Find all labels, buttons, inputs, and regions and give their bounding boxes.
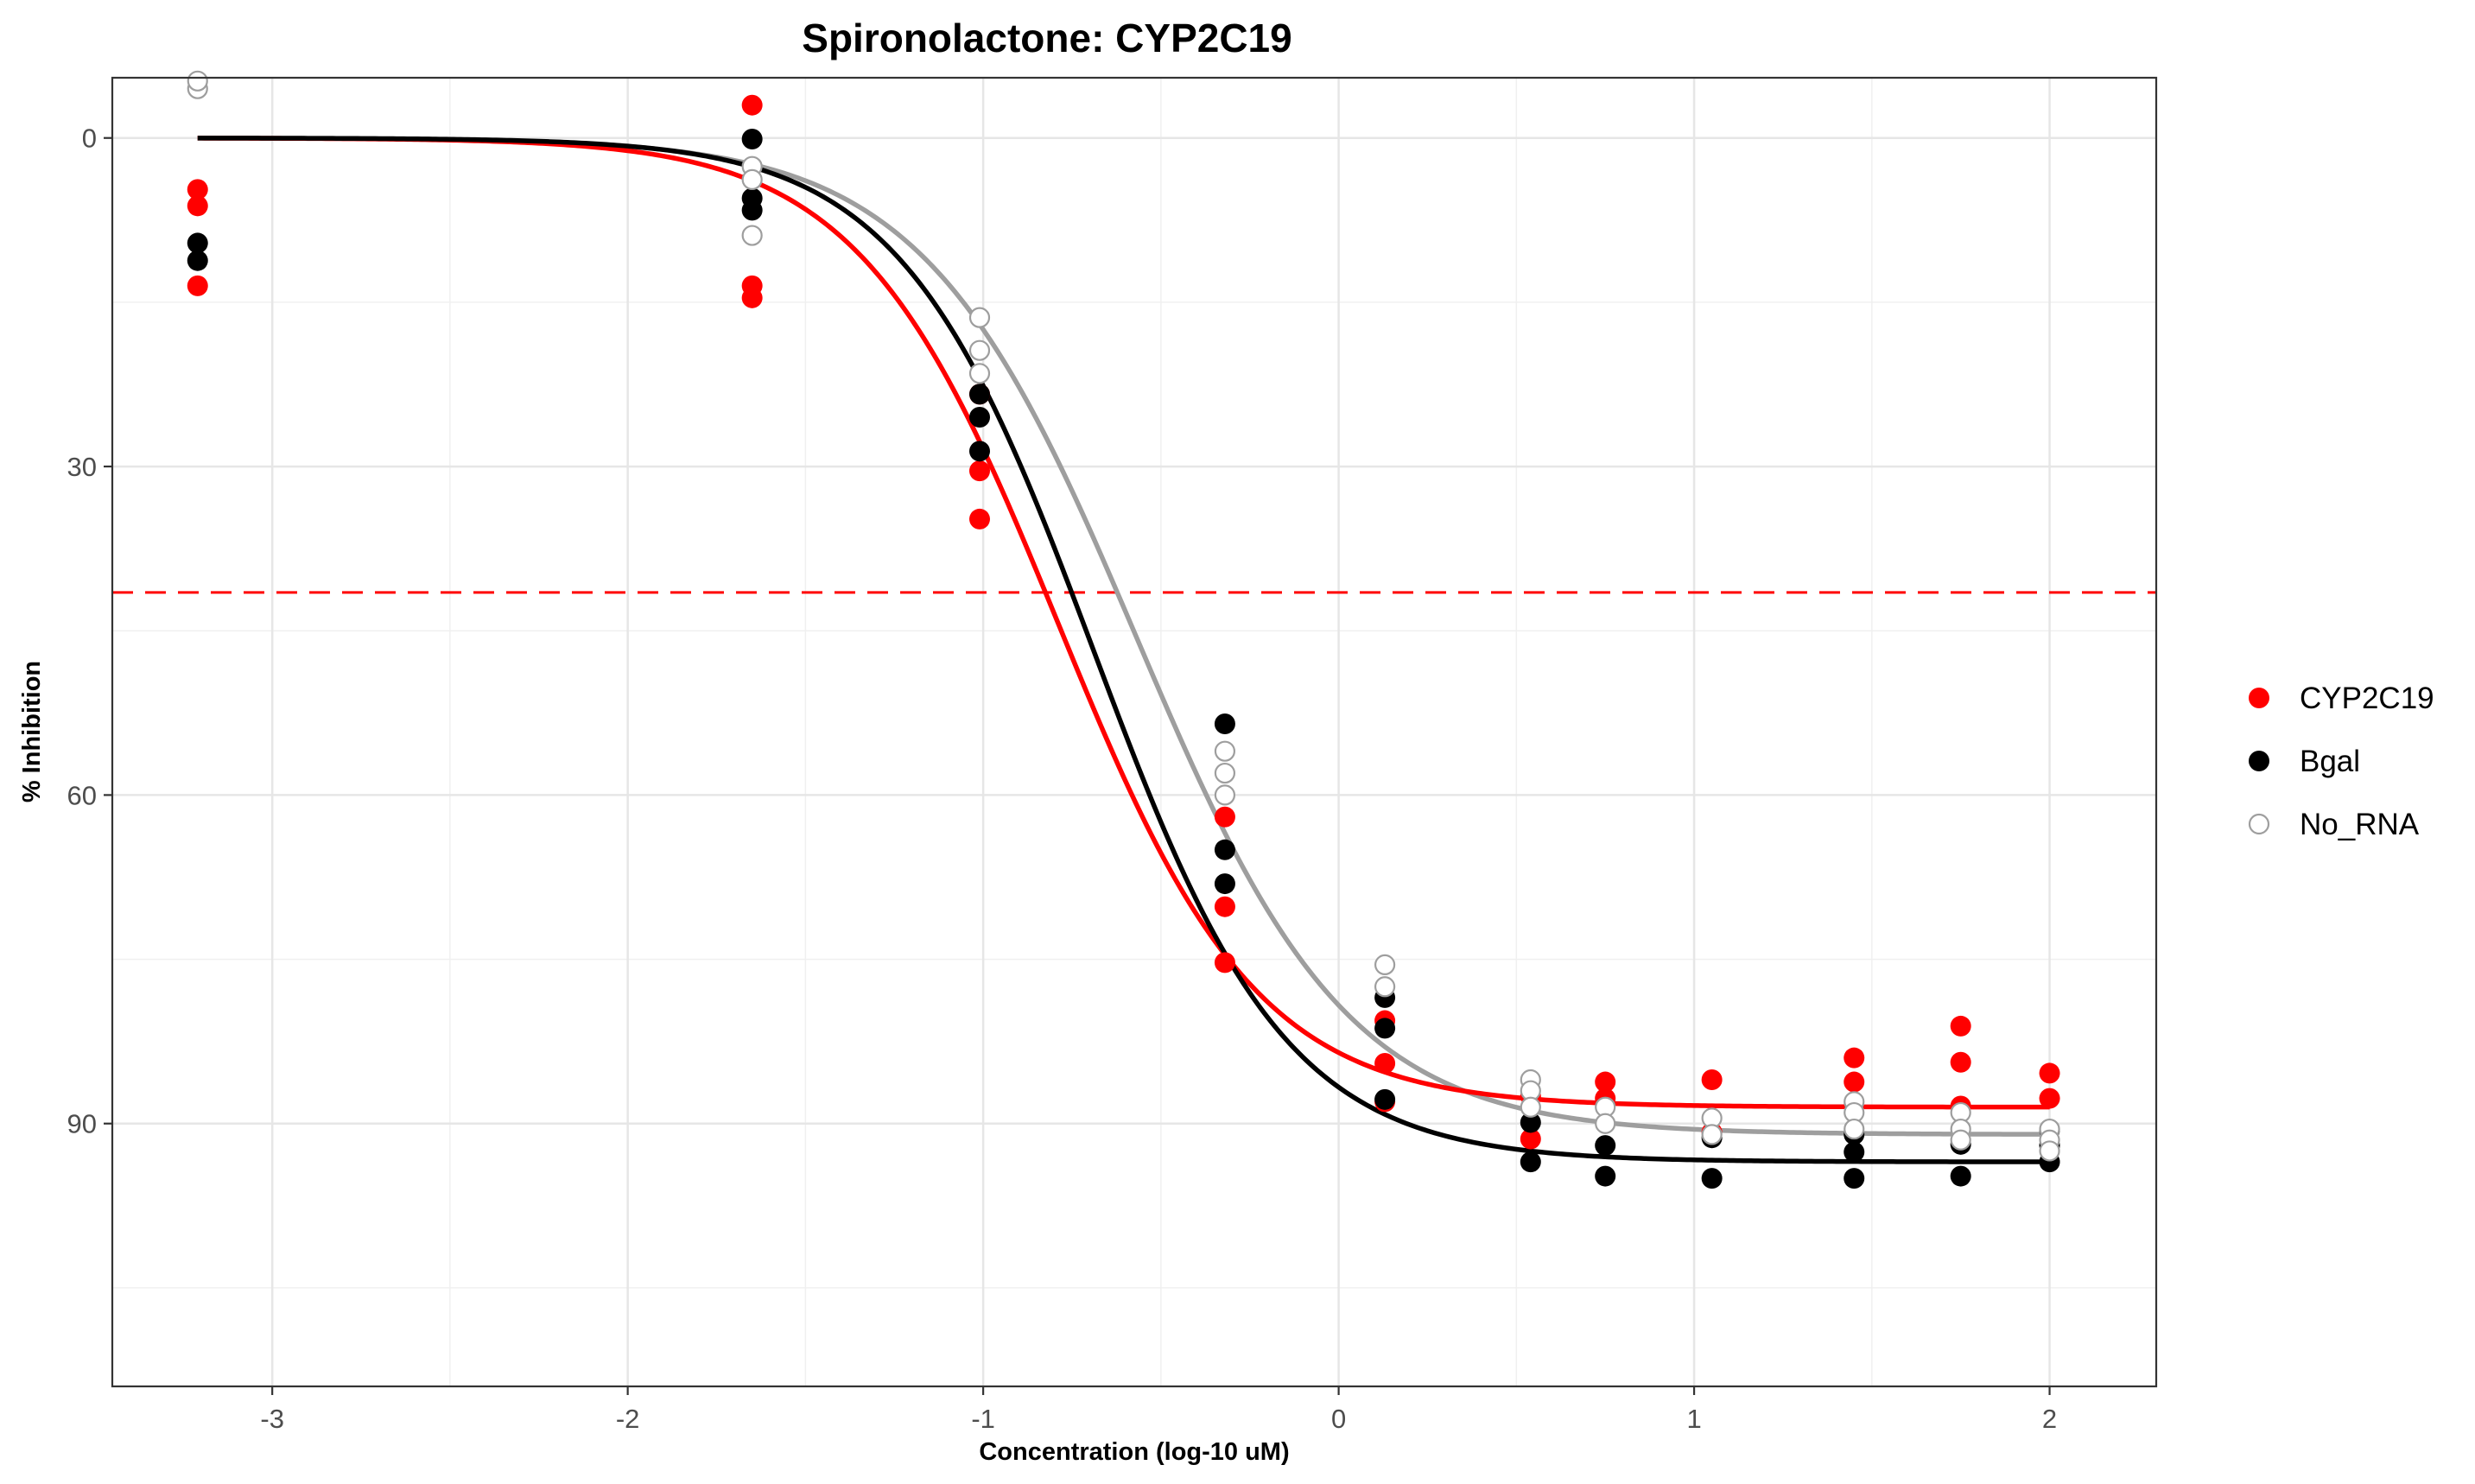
data-point (1701, 1124, 1723, 1145)
data-point (187, 275, 208, 296)
data-point (741, 94, 763, 116)
data-point (1950, 1129, 1971, 1151)
y-tick-label: 30 (67, 452, 97, 482)
data-point (1214, 839, 1235, 860)
legend-item-cyp2c19: CYP2C19 (2249, 682, 2434, 715)
data-point (1950, 1051, 1971, 1073)
data-point (969, 508, 991, 530)
data-point (1214, 713, 1235, 734)
y-axis: 0 30 60 90 (67, 124, 112, 1139)
x-tick-label: 0 (1331, 1404, 1346, 1434)
legend-label: Bgal (2300, 745, 2360, 778)
data-point (741, 200, 763, 221)
data-point (1950, 1165, 1971, 1187)
fit-curve-bgal (197, 136, 2050, 1164)
x-axis: -3 -2 -1 0 1 2 (260, 1386, 2057, 1434)
data-point (1701, 1168, 1723, 1189)
y-tick-label: 90 (67, 1109, 97, 1139)
data-point (1214, 740, 1236, 762)
data-point (1520, 1151, 1541, 1173)
data-point (2039, 1088, 2060, 1109)
data-point (1520, 1128, 1541, 1150)
data-point (968, 363, 991, 384)
data-point (1844, 1047, 1865, 1069)
data-point (1374, 976, 1396, 998)
data-point (2039, 1062, 2060, 1084)
data-point (2039, 1140, 2060, 1162)
x-tick-label: 1 (1686, 1404, 1701, 1434)
data-point (1844, 1118, 1865, 1140)
data-point (1844, 1168, 1865, 1189)
chart-title: Spironolactone: CYP2C19 (802, 16, 1291, 60)
data-point (1214, 952, 1235, 973)
series-no_rna (187, 70, 2060, 1162)
fit-curves (197, 136, 2050, 1164)
data-point (968, 339, 991, 361)
data-point (1844, 1071, 1865, 1093)
y-tick-label: 0 (82, 124, 97, 154)
x-tick-label: -2 (616, 1404, 640, 1434)
data-point (1950, 1015, 1971, 1037)
x-tick-label: -1 (971, 1404, 995, 1434)
data-point (187, 179, 208, 200)
data-point (1520, 1112, 1541, 1133)
data-point (1374, 1053, 1396, 1075)
data-point (187, 195, 208, 217)
data-point (1595, 1165, 1616, 1187)
data-point (1214, 806, 1235, 828)
x-tick-label: 2 (2042, 1404, 2057, 1434)
data-point (1374, 1088, 1396, 1110)
data-point (1844, 1141, 1865, 1163)
data-point (968, 307, 991, 328)
legend-key (2248, 813, 2270, 835)
legend-key (2249, 688, 2269, 708)
data-point (969, 441, 991, 462)
data-point (187, 70, 208, 92)
data-point (969, 407, 991, 428)
legend-item-no_rna: No_RNA (2248, 808, 2420, 841)
data-point (1595, 1113, 1616, 1134)
y-axis-title: % Inhibition (18, 661, 46, 802)
x-tick-label: -3 (260, 1404, 284, 1434)
data-point (1374, 1018, 1396, 1039)
y-tick-label: 60 (67, 780, 97, 810)
data-point (741, 128, 763, 149)
legend-label: CYP2C19 (2300, 682, 2434, 715)
data-point (969, 460, 991, 482)
plot-border (111, 76, 2158, 1388)
legend: CYP2C19 Bgal No_RNA (2248, 682, 2434, 841)
data-point (741, 168, 763, 191)
plot-area (111, 70, 2158, 1388)
plot-panel (112, 78, 2156, 1386)
data-point (1701, 1069, 1723, 1091)
data-point (1214, 762, 1236, 784)
data-point (1595, 1135, 1616, 1157)
legend-label: No_RNA (2300, 808, 2420, 841)
data-point (1520, 1096, 1541, 1118)
data-point (187, 232, 208, 254)
legend-item-bgal: Bgal (2249, 745, 2360, 778)
data-point (1214, 896, 1235, 917)
data-point (1374, 954, 1396, 976)
data-points (187, 70, 2060, 1189)
data-point (1214, 784, 1236, 806)
data-point (741, 225, 763, 246)
legend-key (2249, 751, 2269, 771)
data-point (1214, 873, 1235, 895)
x-axis-title: Concentration (log-10 uM) (979, 1438, 1289, 1466)
data-point (969, 384, 991, 405)
data-point (1595, 1071, 1616, 1093)
data-point (741, 287, 763, 308)
data-point (187, 250, 208, 271)
